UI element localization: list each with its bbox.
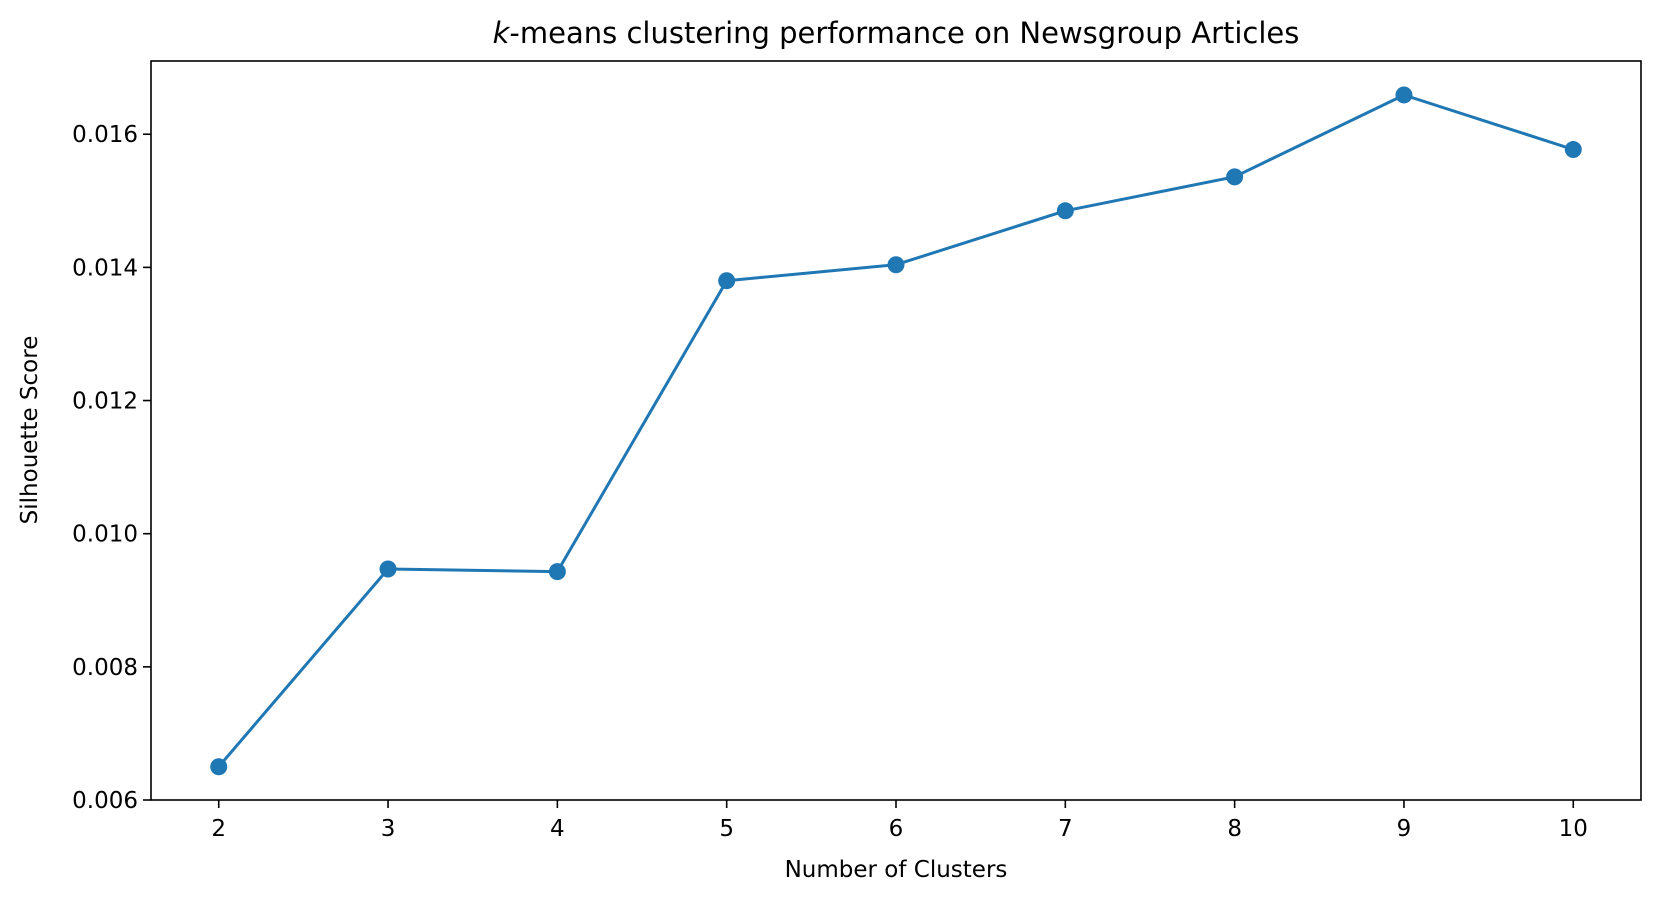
data-point	[718, 272, 736, 290]
x-tick-label: 10	[1559, 816, 1588, 842]
chart-title: k-means clustering performance on Newsgr…	[493, 16, 1300, 50]
y-tick-label: 0.006	[72, 788, 138, 814]
y-tick-label: 0.010	[72, 522, 138, 548]
chart-title-italic: k	[493, 16, 511, 50]
y-tick-label: 0.008	[72, 655, 138, 681]
x-tick-label: 3	[381, 816, 396, 842]
plot-frame	[150, 60, 1642, 801]
data-point	[1056, 202, 1074, 220]
y-axis-label: Silhouette Score	[17, 336, 43, 525]
data-point	[379, 560, 397, 578]
data-point	[1226, 168, 1244, 186]
x-tick-label: 6	[889, 816, 904, 842]
data-point	[548, 563, 566, 581]
x-tick-label: 8	[1227, 816, 1242, 842]
data-point	[210, 758, 228, 776]
y-tick-label: 0.012	[72, 389, 138, 415]
data-point	[1564, 141, 1582, 159]
x-axis-label: Number of Clusters	[785, 857, 1008, 883]
data-point	[887, 256, 905, 274]
series-markers	[210, 86, 1582, 776]
x-tick-label: 9	[1397, 816, 1412, 842]
series-line	[217, 93, 1574, 768]
y-tick-label: 0.014	[72, 255, 138, 281]
y-tick-label: 0.016	[72, 122, 138, 148]
x-tick-label: 5	[719, 816, 734, 842]
x-tick-label: 7	[1058, 816, 1073, 842]
data-point	[1395, 86, 1413, 104]
x-axis: 2 3 4 5 6 7 8 9 10	[211, 800, 1588, 842]
x-tick-label: 4	[550, 816, 565, 842]
x-tick-label: 2	[211, 816, 226, 842]
chart-title-rest: -means clustering performance on Newsgro…	[509, 16, 1299, 50]
y-axis: 0.006 0.008 0.010 0.012 0.014 0.016	[72, 122, 151, 814]
